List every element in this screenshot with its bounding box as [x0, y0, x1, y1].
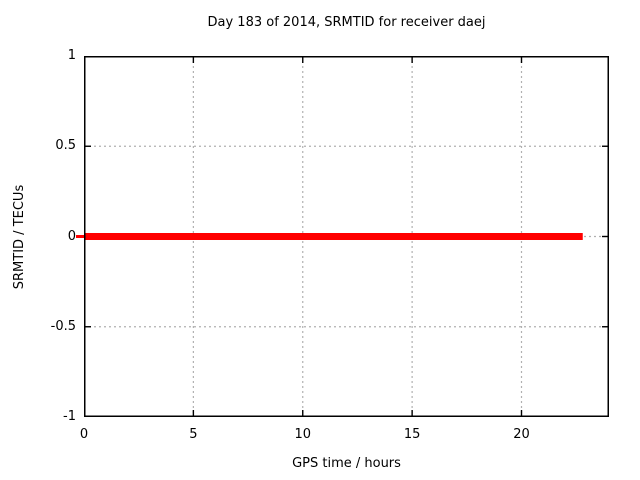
y-tick-label: -1 — [63, 409, 76, 424]
x-tick-label: 5 — [189, 427, 198, 442]
plot-area — [76, 56, 609, 417]
y-tick-label: 1 — [67, 48, 76, 63]
x-tick-label: 0 — [79, 427, 89, 442]
plot-canvas — [76, 56, 609, 417]
plot-border — [84, 56, 609, 417]
y-tick-label: 0.5 — [55, 138, 76, 154]
x-tick-label: 15 — [403, 427, 421, 442]
x-tick-label: 10 — [294, 427, 312, 442]
x-tick-label: 20 — [513, 427, 530, 442]
data-line-start-cap — [76, 235, 84, 238]
chart-title: Day 183 of 2014, SRMTID for receiver dae… — [207, 15, 486, 30]
y-tick-label: -0.5 — [50, 318, 76, 334]
x-axis-label: GPS time / hours — [292, 456, 401, 471]
y-tick-label: 0 — [67, 228, 76, 244]
